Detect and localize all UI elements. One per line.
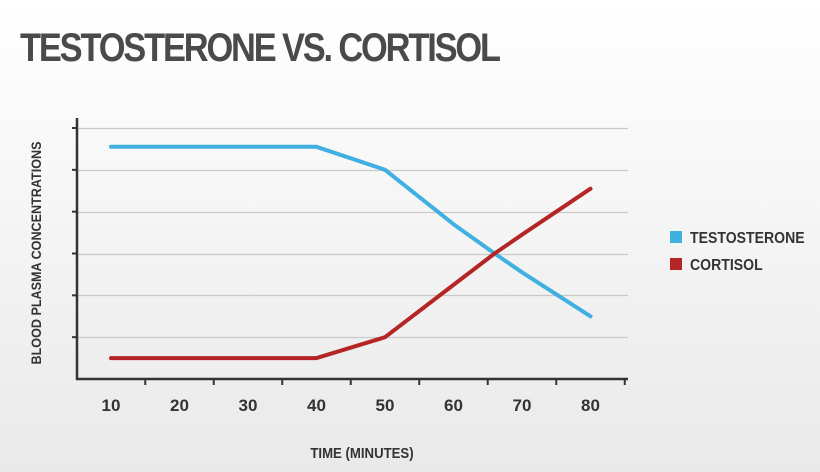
legend-label-testosterone: TESTOSTERONE xyxy=(690,229,805,247)
x-tick-label: 50 xyxy=(376,396,395,415)
legend-label-cortisol: CORTISOL xyxy=(690,256,763,274)
x-axis-label: TIME (MINUTES) xyxy=(310,444,413,461)
legend-swatch-cortisol xyxy=(670,258,682,270)
x-tick-label: 20 xyxy=(170,396,189,415)
chart-title: TESTOSTERONE VS. CORTISOL xyxy=(20,26,501,70)
x-tick-label: 80 xyxy=(581,396,600,415)
x-tick-label: 30 xyxy=(239,396,258,415)
x-tick-label: 40 xyxy=(307,396,326,415)
x-tick-label: 60 xyxy=(444,396,463,415)
y-axis-label: BLOOD PLASMA CONCENTRATIONS xyxy=(28,141,44,364)
legend-swatch-testosterone xyxy=(670,231,682,243)
x-tick-label: 70 xyxy=(513,396,532,415)
series-line-testosterone xyxy=(109,144,593,319)
x-tick-label: 10 xyxy=(102,396,121,415)
series-line-cortisol xyxy=(109,186,593,361)
